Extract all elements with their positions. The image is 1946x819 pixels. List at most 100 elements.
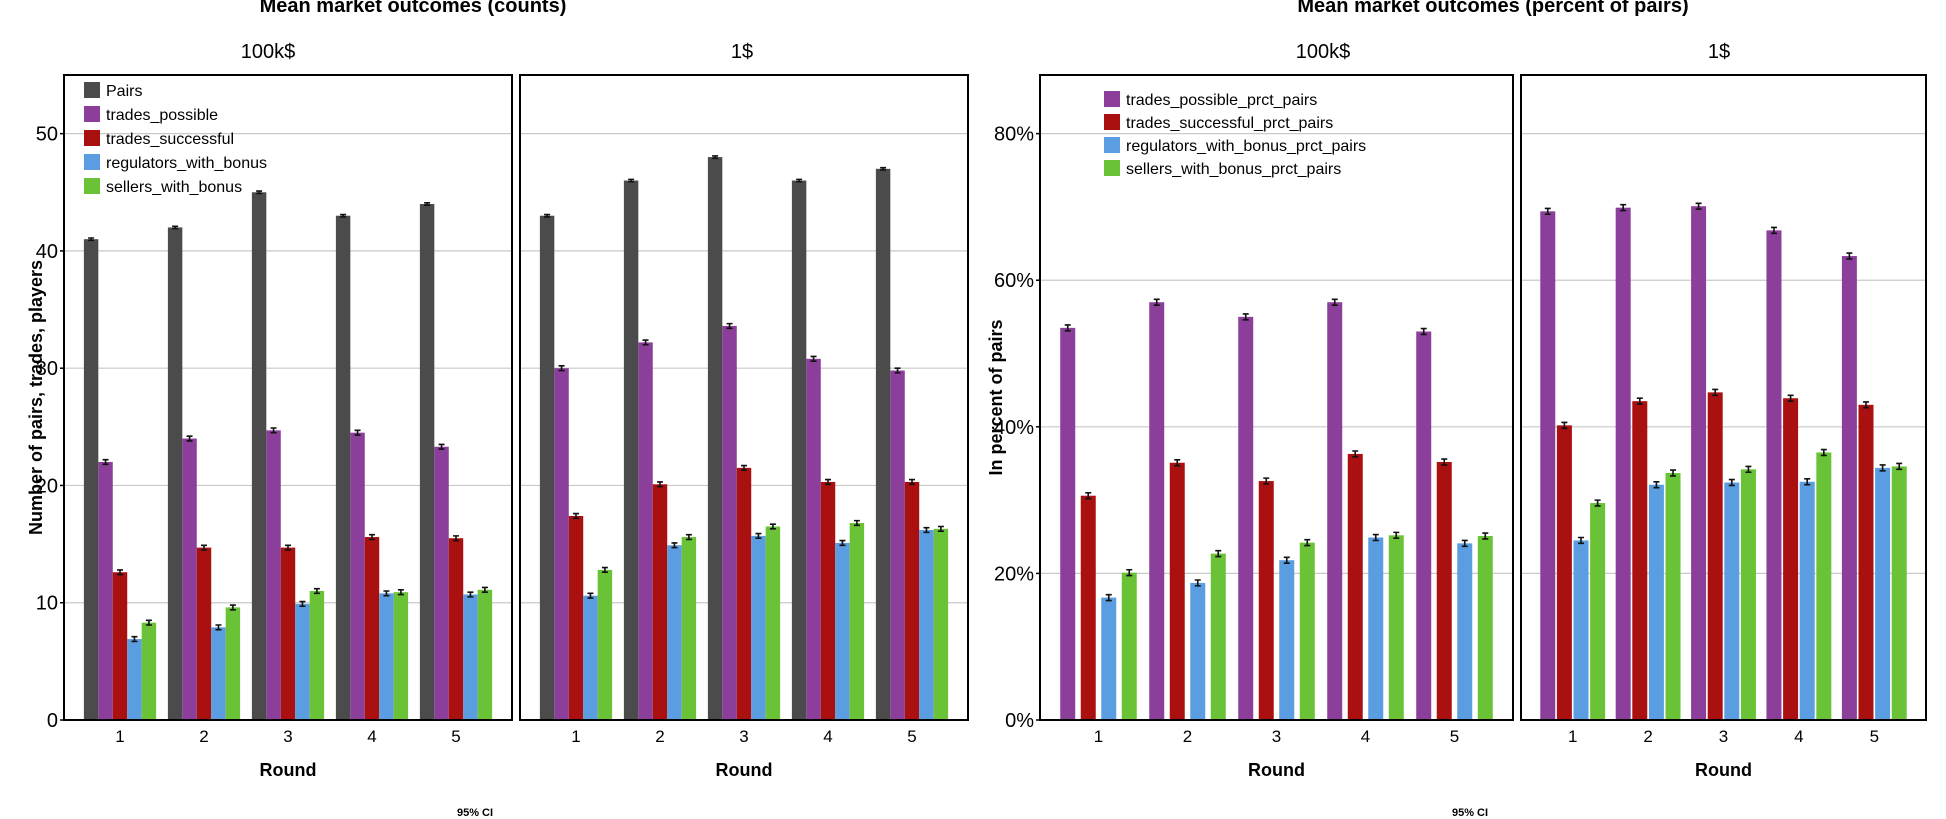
- x-tick-label: 4: [1794, 727, 1803, 746]
- legend-label: regulators_with_bonus_prct_pairs: [1126, 138, 1366, 155]
- bar: [707, 157, 723, 720]
- bar: [1740, 469, 1756, 720]
- legend-swatch: [84, 82, 100, 98]
- bar: [1816, 452, 1832, 720]
- bar: [1707, 392, 1723, 720]
- error-bar: [397, 589, 404, 596]
- bar: [875, 168, 891, 720]
- error-bar: [1862, 401, 1869, 409]
- bar: [1556, 425, 1572, 720]
- bar: [1238, 316, 1254, 720]
- bar: [667, 545, 682, 720]
- error-bar: [755, 532, 762, 540]
- x-axis-label: Round: [1248, 760, 1305, 780]
- error-bar: [1695, 202, 1702, 210]
- x-tick-label: 3: [1719, 727, 1728, 746]
- bar: [1279, 560, 1295, 720]
- x-tick-label: 4: [823, 727, 832, 746]
- error-bar: [1544, 207, 1551, 216]
- error-bar: [1879, 464, 1886, 472]
- bar: [335, 215, 351, 720]
- error-bar: [587, 592, 594, 599]
- error-bar: [1578, 536, 1585, 545]
- bar: [280, 547, 296, 720]
- error-bar: [1482, 532, 1489, 540]
- x-axis-label: Round: [716, 760, 773, 780]
- x-tick-label: 5: [1870, 727, 1879, 746]
- bar: [295, 603, 310, 720]
- legend-label: trades_successful_prct_pairs: [1126, 115, 1333, 132]
- error-bar: [1896, 462, 1903, 471]
- error-bar: [383, 590, 390, 597]
- error-bar: [1263, 477, 1270, 485]
- bar: [141, 622, 157, 720]
- legend-label: sellers_with_bonus_prct_pairs: [1126, 161, 1341, 178]
- bar: [167, 227, 183, 721]
- legend-swatch: [84, 178, 100, 194]
- error-bar: [642, 339, 649, 346]
- error-bar: [354, 429, 361, 436]
- x-tick-label: 1: [1094, 727, 1103, 746]
- error-bar: [145, 619, 152, 626]
- bar: [765, 526, 781, 720]
- legend-label: trades_possible: [106, 107, 218, 124]
- y-tick-label: 20: [36, 475, 58, 497]
- error-bar: [573, 512, 579, 520]
- panel-frame: [63, 74, 513, 721]
- bar: [1891, 466, 1907, 720]
- error-bar: [1174, 459, 1181, 467]
- bar: [225, 607, 241, 720]
- bar: [751, 535, 766, 720]
- error-bar: [853, 519, 860, 527]
- bar: [554, 368, 569, 720]
- bar: [1799, 481, 1815, 720]
- error-bar: [88, 237, 95, 242]
- error-bar: [1331, 298, 1338, 306]
- bar: [681, 537, 697, 720]
- error-bar: [1283, 556, 1290, 564]
- x-tick-label: 3: [1272, 727, 1281, 746]
- y-tick-label: 30: [36, 358, 58, 380]
- facet-panel-1: 100k$ 1 2 3 4 5 Round: [63, 41, 513, 780]
- error-bar: [270, 427, 277, 434]
- error-bar: [726, 322, 733, 330]
- error-bar: [186, 435, 193, 442]
- bar: [1590, 503, 1606, 720]
- error-bar: [558, 365, 565, 372]
- bar: [434, 446, 449, 720]
- bar: [1477, 536, 1493, 720]
- error-bar: [601, 566, 608, 574]
- error-bar: [796, 178, 803, 183]
- y-tick-label: 60%: [994, 270, 1034, 292]
- error-bar: [825, 478, 831, 486]
- error-bar: [685, 533, 692, 541]
- facet-panel-2: 1$ 1 2 3 4 5 Round: [1520, 41, 1927, 780]
- bar: [1665, 472, 1681, 720]
- error-bar: [201, 544, 207, 551]
- error-bar: [172, 225, 179, 230]
- chart-title: Mean market outcomes (percent of pairs): [1297, 0, 1688, 17]
- bar: [1573, 540, 1589, 720]
- x-tick-label: 2: [1183, 727, 1192, 746]
- chart-title: Mean market outcomes (counts): [260, 0, 567, 17]
- x-tick-label: 2: [1643, 727, 1652, 746]
- bar: [127, 639, 142, 720]
- bar: [211, 627, 226, 720]
- error-bar: [369, 533, 375, 541]
- error-bar: [1620, 203, 1627, 212]
- error-bar: [894, 367, 901, 374]
- bar: [722, 325, 737, 720]
- error-bar: [1194, 579, 1201, 587]
- bar: [393, 592, 409, 720]
- bar: [83, 239, 99, 720]
- error-bar: [1352, 450, 1359, 458]
- legend-label: sellers_with_bonus: [106, 179, 242, 196]
- bar: [448, 538, 464, 720]
- bar: [919, 530, 934, 720]
- bar: [477, 589, 493, 720]
- bar: [736, 467, 752, 720]
- error-bar: [1670, 469, 1677, 477]
- bar: [1080, 495, 1096, 720]
- x-axis-label: Round: [1695, 760, 1752, 780]
